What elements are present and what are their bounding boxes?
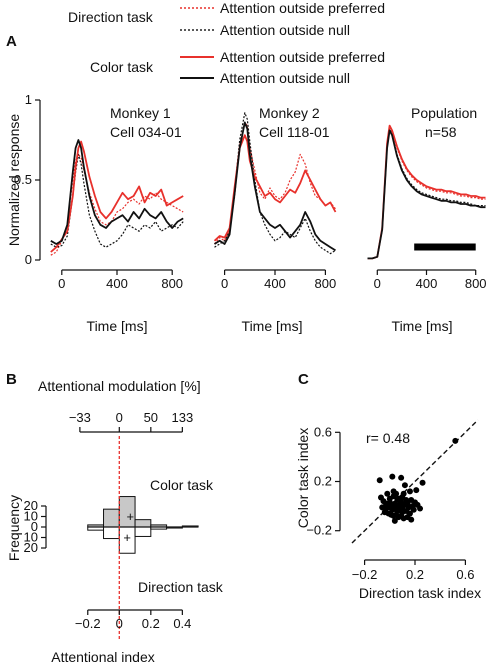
legend-color-task-label: Color task: [90, 59, 154, 75]
scatter-point: [390, 488, 397, 495]
y-tick-label: 20: [24, 540, 38, 555]
panel-a-ylabel: Normalized response: [6, 114, 22, 246]
top-axis-tick-label: 133: [172, 410, 194, 425]
x-tick-label: 0.4: [173, 616, 191, 631]
panel-a-monkey2-plot: 0 400 800: [213, 112, 337, 291]
y-tick-label: 0.2: [314, 474, 332, 489]
panel-c-correlation-annotation: r= 0.48: [366, 430, 410, 446]
scatter-point: [386, 495, 393, 502]
series-line-color-preferred: [50, 140, 184, 253]
panel-b-ylabel: Frequency: [6, 495, 22, 561]
panel-a1-annotation-line1: Monkey 1: [110, 105, 171, 121]
x-tick-label: 0.2: [142, 616, 160, 631]
scatter-point: [417, 505, 424, 512]
x-tick-label: 0: [221, 276, 228, 291]
series-line-direction-preferred: [214, 121, 336, 245]
x-tick-label: 800: [315, 276, 337, 291]
legend-entry-color-null: Attention outside null: [220, 70, 350, 86]
scatter-point: [452, 437, 459, 444]
x-tick-label: 400: [106, 276, 128, 291]
x-tick-label: 0.6: [456, 567, 474, 582]
series-line-color-null: [214, 121, 336, 252]
mean-marker-color-task: +: [127, 509, 135, 524]
mean-marker-direction-task: +: [123, 530, 131, 545]
legend: Direction task Color task Attention outs…: [68, 0, 385, 86]
series-line-direction-preferred: [367, 126, 486, 259]
y-tick-label: 1: [25, 92, 32, 107]
panel-b-series-color-label: Color task: [150, 477, 214, 493]
y-tick-label: 0.6: [314, 424, 332, 439]
histogram-bar-color-task: [103, 508, 120, 528]
top-axis-tick-label: 50: [144, 410, 158, 425]
y-tick-label: 0: [25, 252, 32, 267]
scatter-point: [404, 500, 411, 507]
panel-letter-c: C: [298, 371, 309, 388]
panel-a3-xlabel: Time [ms]: [392, 318, 453, 334]
histogram-bar-direction-task: [134, 526, 152, 537]
x-tick-label: 800: [465, 276, 487, 291]
series-line-color-preferred: [213, 134, 337, 242]
x-tick-label: 0: [116, 616, 123, 631]
panel-a2-xlabel: Time [ms]: [242, 318, 303, 334]
panel-b-series-direction-label: Direction task: [138, 579, 224, 595]
y-tick-label: 10: [24, 509, 38, 524]
histogram-bar-direction-task: [103, 526, 120, 540]
panel-a2-annotation-line2: Cell 118-01: [259, 124, 330, 140]
x-tick-label: 0: [58, 276, 65, 291]
scatter-point: [401, 482, 408, 489]
scatter-point: [408, 516, 415, 523]
series-line-color-null: [367, 129, 486, 260]
x-tick-label: 0.2: [406, 567, 424, 582]
top-axis-tick-label: −33: [69, 410, 91, 425]
panel-a3-annotation-line1: Population: [411, 105, 477, 121]
y-tick-label: 0.5: [14, 172, 32, 187]
panel-c-scatter: −0.2 0.2 0.6 −0.2 0.2 0.6: [306, 419, 479, 582]
legend-direction-task-label: Direction task: [68, 9, 154, 25]
x-tick-label: 400: [264, 276, 286, 291]
panel-a1-xlabel: Time [ms]: [87, 318, 148, 334]
panel-a1-annotation-line2: Cell 034-01: [110, 124, 182, 140]
y-tick-label: −0.2: [306, 523, 332, 538]
scatter-point: [398, 474, 405, 481]
panel-c-ylabel: Color task index: [295, 428, 311, 528]
y-tick-label: 20: [24, 498, 38, 513]
x-tick-label: −0.2: [75, 616, 101, 631]
scatter-point: [413, 487, 420, 494]
scatter-point: [406, 488, 413, 495]
panel-b-top-axis-label: Attentional modulation [%]: [38, 378, 201, 394]
panel-a3-annotation-line2: n=58: [425, 124, 457, 140]
x-tick-label: 800: [161, 276, 183, 291]
scatter-point: [419, 479, 426, 486]
x-tick-label: 0: [374, 276, 381, 291]
x-tick-label: −0.2: [352, 567, 378, 582]
scatter-point: [389, 473, 396, 480]
panel-letter-a: A: [6, 33, 17, 50]
panel-letter-b: B: [6, 371, 17, 388]
x-tick-label: 400: [416, 276, 438, 291]
legend-entry-color-preferred: Attention outside preferred: [220, 49, 385, 65]
panel-c-xlabel: Direction task index: [359, 585, 481, 601]
top-axis-tick-label: 0: [116, 410, 123, 425]
y-tick-label: 10: [24, 530, 38, 545]
series-line-color-null: [50, 139, 184, 245]
scatter-point: [398, 499, 405, 506]
scatter-point: [376, 477, 383, 484]
panel-a-population-plot: 0 400 800: [367, 124, 487, 291]
scatter-point: [384, 490, 391, 497]
scatter-point: [377, 494, 384, 501]
y-tick-label: 0: [31, 519, 38, 534]
panel-b-xlabel: Attentional index: [51, 649, 155, 665]
scatter-point: [410, 506, 417, 513]
scatter-point: [391, 517, 398, 524]
scatter-point: [400, 490, 407, 497]
panel-a-monkey1-plot: 0 400 800 0 0.5 1: [14, 92, 184, 291]
panel-a2-annotation-line1: Monkey 2: [259, 105, 320, 121]
histogram-bar-color-task: [134, 519, 152, 528]
legend-entry-direction-preferred: Attention outside preferred: [220, 0, 385, 16]
legend-entry-direction-null: Attention outside null: [220, 22, 350, 38]
